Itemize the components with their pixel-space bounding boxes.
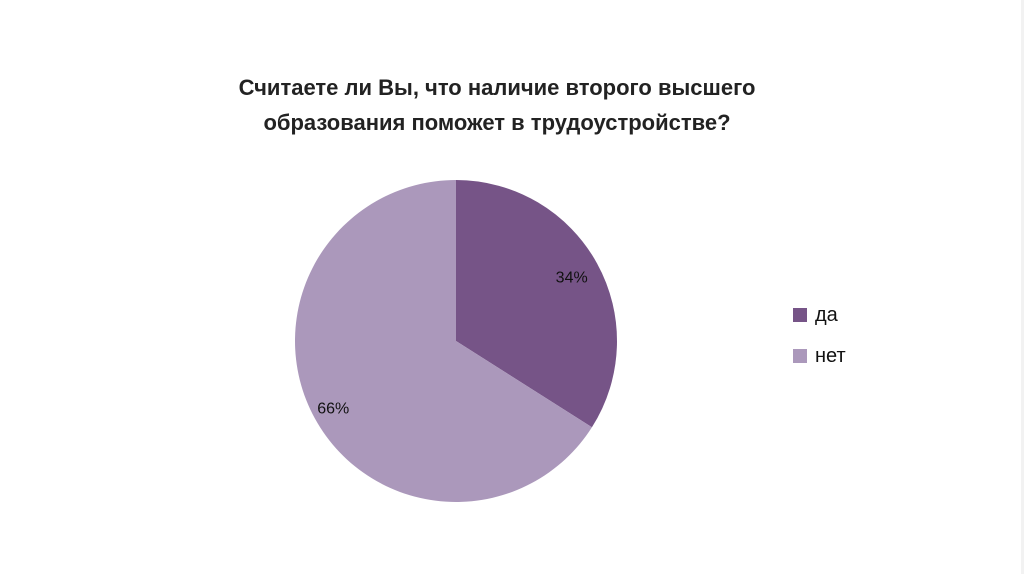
legend-item-da: да xyxy=(793,305,943,325)
data-label-da: 34% xyxy=(556,269,588,286)
legend-item-net: нет xyxy=(793,346,943,366)
data-label-net: 66% xyxy=(317,400,349,417)
pie-slice-net xyxy=(295,180,592,502)
chart-title-line-1: Считаете ли Вы, что наличие второго высш… xyxy=(238,75,756,100)
legend-label-net: нет xyxy=(815,345,846,367)
pie-data-labels: 34% 66% xyxy=(317,269,587,417)
legend-swatch-da xyxy=(793,308,807,322)
legend-swatch-net xyxy=(793,349,807,363)
chart-title: Считаете ли Вы, что наличие второго высш… xyxy=(192,70,802,140)
pie-slices xyxy=(295,180,617,502)
legend-label-da: да xyxy=(815,304,838,326)
chart-legend: да нет xyxy=(793,305,943,387)
slide-edge xyxy=(1021,0,1024,574)
chart-title-line-2: образования поможет в трудоустройстве? xyxy=(263,110,731,135)
pie-slice-da xyxy=(456,180,617,428)
